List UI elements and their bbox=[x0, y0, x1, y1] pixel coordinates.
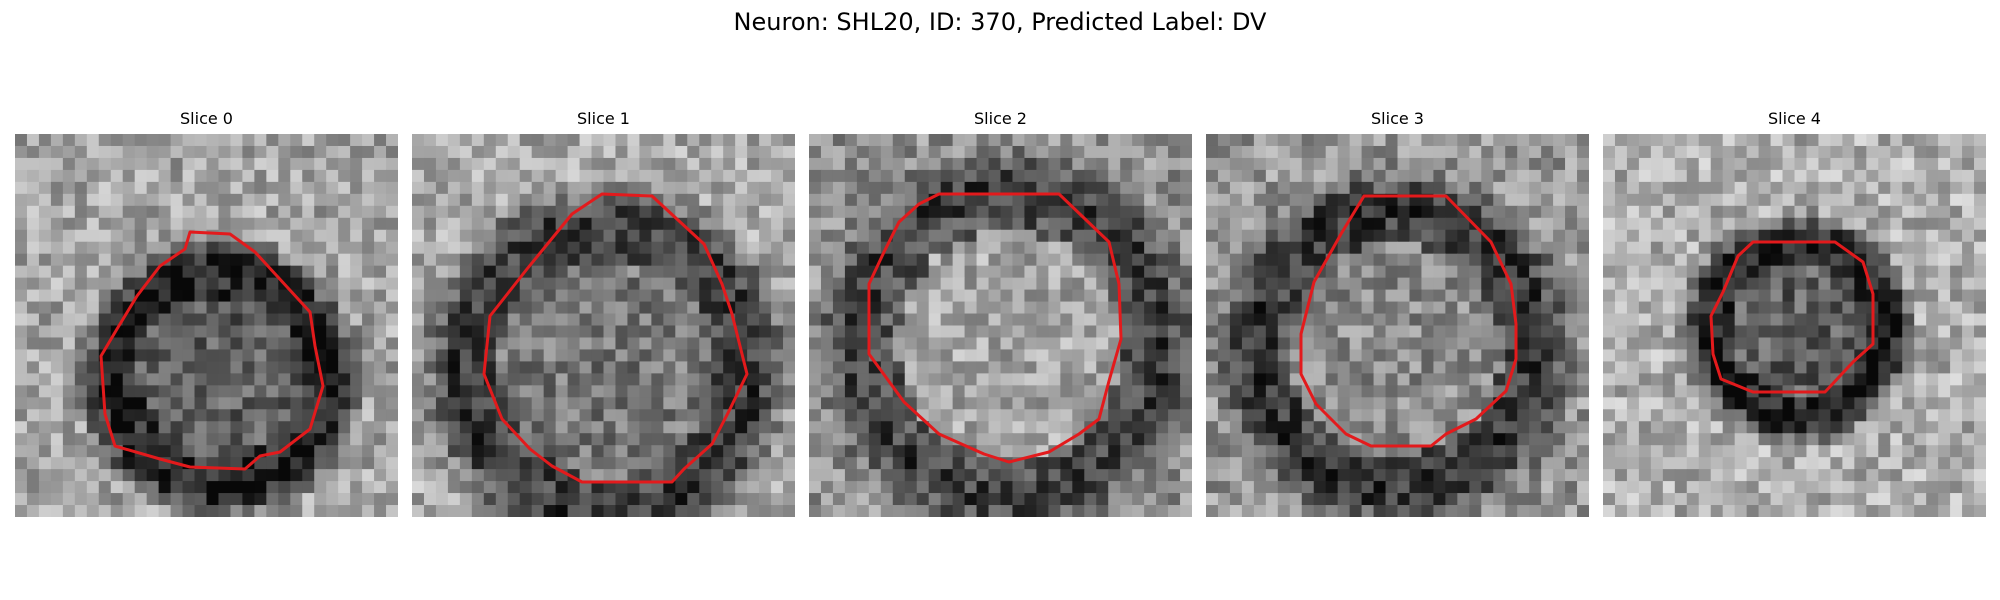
slice-title: Slice 0 bbox=[180, 109, 233, 128]
roi-contour bbox=[867, 192, 1123, 464]
figure-title: Neuron: SHL20, ID: 370, Predicted Label:… bbox=[733, 8, 1267, 36]
roi-contour bbox=[482, 192, 749, 484]
slice-panel-3: Slice 3 bbox=[1206, 108, 1589, 517]
slice-image bbox=[809, 134, 1192, 517]
slice-panel-4: Slice 4 bbox=[1603, 108, 1986, 517]
slice-panel-0: Slice 0 bbox=[15, 108, 398, 517]
pixel-grid bbox=[412, 134, 795, 517]
slice-title: Slice 2 bbox=[974, 109, 1027, 128]
roi-contour bbox=[1299, 194, 1518, 448]
pixel-grid bbox=[15, 134, 398, 517]
slice-image bbox=[1206, 134, 1589, 517]
slice-panel-1: Slice 1 bbox=[412, 108, 795, 517]
pixel-grid bbox=[1603, 134, 1986, 517]
slice-title: Slice 3 bbox=[1371, 109, 1424, 128]
slice-image bbox=[1603, 134, 1986, 517]
slice-image bbox=[15, 134, 398, 517]
pixel-grid bbox=[809, 134, 1192, 517]
slice-title: Slice 1 bbox=[577, 109, 630, 128]
slice-panel-2: Slice 2 bbox=[809, 108, 1192, 517]
pixel-grid bbox=[1206, 134, 1589, 517]
roi-contour bbox=[1709, 240, 1875, 394]
slice-title: Slice 4 bbox=[1768, 109, 1821, 128]
slice-image bbox=[412, 134, 795, 517]
roi-contour bbox=[99, 230, 325, 471]
